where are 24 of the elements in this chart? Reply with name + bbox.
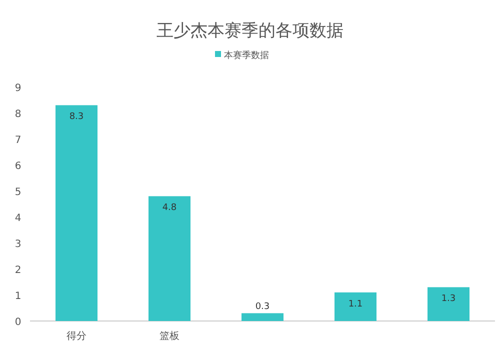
data-label: 4.8 xyxy=(162,203,177,214)
bar xyxy=(242,313,284,321)
y-tick-label: 1 xyxy=(14,291,22,302)
data-label: 8.3 xyxy=(69,112,84,122)
y-tick-label: 0 xyxy=(14,317,22,328)
x-tick-label: 篮板 xyxy=(160,330,180,342)
bar xyxy=(148,196,190,321)
bar xyxy=(56,105,98,321)
y-tick-label: 3 xyxy=(14,239,22,250)
bar xyxy=(334,292,376,321)
data-label: 1.3 xyxy=(441,294,456,304)
bar xyxy=(428,287,470,321)
y-tick-label: 8 xyxy=(14,109,22,120)
y-tick-label: 2 xyxy=(14,265,22,276)
y-tick-label: 6 xyxy=(14,161,22,172)
x-tick-label: 得分 xyxy=(66,330,86,342)
legend-label: 本赛季数据 xyxy=(224,50,269,61)
y-tick-label: 4 xyxy=(14,213,22,224)
y-tick-label: 5 xyxy=(14,187,22,198)
data-label: 1.1 xyxy=(348,299,363,310)
chart-title: 王少杰本赛季的各项数据 xyxy=(156,21,344,41)
y-tick-label: 7 xyxy=(14,135,22,146)
y-tick-label: 9 xyxy=(14,83,22,94)
data-label: 0.3 xyxy=(255,302,270,312)
